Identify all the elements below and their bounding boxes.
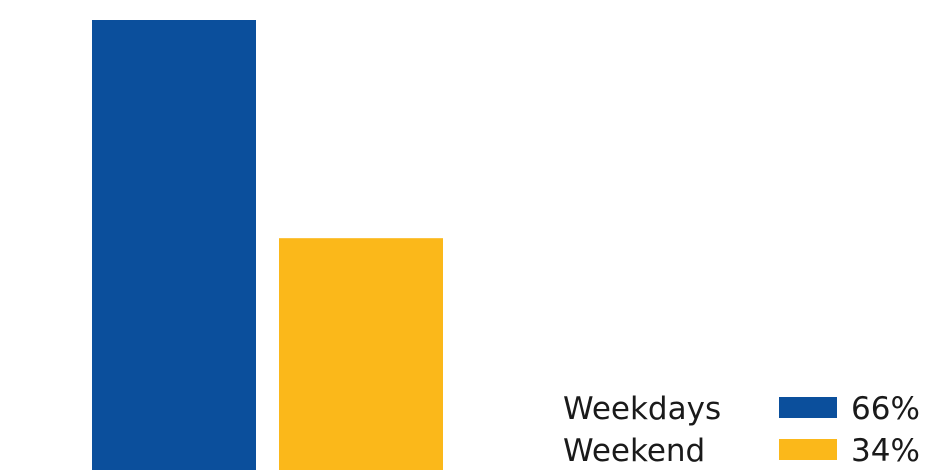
legend-label-weekdays: Weekdays bbox=[563, 391, 721, 427]
legend-value-weekdays: 66% bbox=[851, 391, 920, 427]
legend: Weekdays 66% Weekend 34% bbox=[563, 391, 920, 469]
legend-value-weekend: 34% bbox=[851, 433, 920, 469]
bar-weekend bbox=[279, 238, 443, 470]
legend-swatch-weekend bbox=[779, 439, 837, 460]
bar-weekdays bbox=[92, 20, 256, 470]
legend-label-weekend: Weekend bbox=[563, 433, 705, 469]
bar-group bbox=[92, 20, 443, 470]
legend-swatch-weekdays bbox=[779, 397, 837, 418]
